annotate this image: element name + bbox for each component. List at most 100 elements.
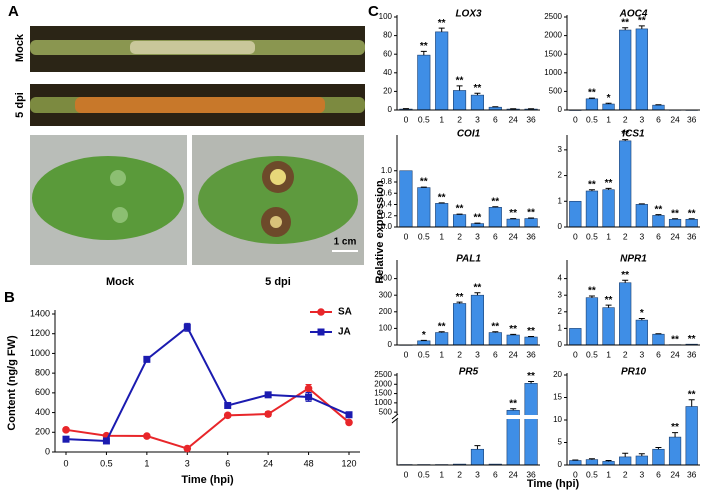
chart-title: PAL1 (456, 254, 481, 265)
row-label: Mock (14, 33, 26, 62)
bar (652, 448, 665, 466)
significance: ** (509, 208, 517, 219)
bar (453, 303, 467, 346)
y-tick-label: 1000 (374, 398, 392, 407)
error-bar (438, 331, 445, 333)
error-bar (456, 301, 463, 304)
y-tick-label: 100 (379, 324, 393, 333)
y-tick-label: 500 (549, 87, 563, 96)
x-tick-label: 3 (475, 349, 480, 359)
error-bar (474, 222, 481, 224)
x-tick-label: 0 (573, 231, 578, 241)
error-bar (510, 218, 517, 220)
bar (470, 448, 484, 466)
significance: ** (621, 129, 629, 140)
shared-x-label: Time (hpi) (527, 478, 580, 490)
x-tick-label: 3 (639, 469, 644, 479)
significance: ** (456, 75, 464, 86)
y-tick-label: 2500 (544, 12, 562, 21)
chart-title: PR5 (459, 367, 479, 378)
significance: * (640, 308, 644, 319)
significance: ** (420, 177, 428, 188)
stem-photos (30, 26, 365, 126)
x-tick-label: 6 (656, 349, 661, 359)
x-tick-label: 0 (63, 458, 68, 468)
y-tick-label: 1400 (30, 308, 50, 318)
y-tick-label: 10 (553, 415, 562, 424)
error-bar (492, 331, 499, 333)
panel-label: C (368, 3, 379, 20)
bar (602, 461, 615, 466)
x-tick-label: 0.5 (100, 458, 113, 468)
bar (585, 190, 599, 228)
y-tick-label: 20 (553, 370, 562, 379)
error-bar (638, 203, 645, 205)
x-tick-label: 0 (573, 349, 578, 359)
significance: ** (671, 334, 679, 345)
significance: ** (527, 371, 535, 382)
bar (602, 307, 615, 346)
significance: ** (588, 179, 596, 190)
significance: ** (509, 398, 517, 409)
axis (566, 260, 700, 346)
y-tick-label: 0 (45, 446, 50, 456)
significance: ** (420, 41, 428, 52)
bar (417, 340, 431, 346)
y-tick-label: 3 (558, 145, 563, 154)
x-tick-label: 2 (623, 469, 628, 479)
leaf-label: Mock (106, 276, 135, 288)
significance: * (422, 330, 426, 341)
marker (102, 437, 110, 445)
bar (635, 319, 648, 346)
y-tick-label: 0 (558, 340, 563, 349)
bar (635, 204, 648, 228)
x-tick-label: 36 (526, 349, 536, 359)
x-tick-label: 2 (457, 349, 462, 359)
significance: ** (671, 208, 679, 219)
x-tick-label: 24 (670, 114, 680, 124)
error-bar (474, 292, 481, 296)
error-bar (420, 50, 427, 56)
x-tick-label: 6 (656, 231, 661, 241)
x-tick-label: 1 (439, 114, 444, 124)
y-tick-label: 0 (388, 105, 393, 114)
axis-break (391, 415, 540, 419)
scale-bar-label: 1 cm (334, 237, 357, 248)
y-tick-label: 600 (35, 387, 50, 397)
y-tick-label: 15 (553, 393, 562, 402)
error-bar (622, 27, 629, 31)
x-tick-label: 3 (475, 114, 480, 124)
chart-title: LOX3 (455, 9, 482, 20)
error-bar (655, 446, 662, 450)
x-tick-label: 0.5 (418, 469, 430, 479)
x-tick-label: 48 (304, 458, 314, 468)
x-tick-label: 0.5 (418, 349, 430, 359)
x-tick-label: 0 (573, 114, 578, 124)
x-tick-label: 0 (404, 469, 409, 479)
marker (264, 410, 272, 418)
x-tick-label: 0.5 (586, 114, 598, 124)
x-tick-label: 1 (144, 458, 149, 468)
x-tick-label: 6 (656, 469, 661, 479)
bar (417, 54, 431, 111)
x-tick-label: 0 (404, 349, 409, 359)
error-bar (456, 85, 463, 91)
x-tick-label: 24 (508, 349, 518, 359)
bar (569, 328, 582, 346)
legend-marker (317, 308, 325, 316)
bar (453, 90, 467, 111)
x-tick-label: 1 (606, 349, 611, 359)
x-tick-label: 1 (439, 469, 444, 479)
y-tick-label: 0 (558, 105, 563, 114)
y-tick-label: 500 (379, 407, 393, 416)
x-axis-label: Time (hpi) (181, 474, 234, 486)
marker (224, 401, 232, 409)
bar (506, 334, 520, 346)
x-tick-label: 0.5 (586, 469, 598, 479)
x-tick-label: 0.5 (586, 349, 598, 359)
x-tick-label: 0.5 (418, 231, 430, 241)
significance: ** (688, 334, 696, 345)
y-tick-label: 400 (35, 407, 50, 417)
marker (183, 323, 191, 331)
y-tick-label: 20 (383, 87, 392, 96)
